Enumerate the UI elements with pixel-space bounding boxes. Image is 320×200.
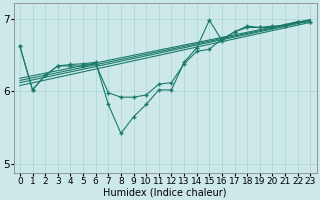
X-axis label: Humidex (Indice chaleur): Humidex (Indice chaleur) xyxy=(103,187,227,197)
